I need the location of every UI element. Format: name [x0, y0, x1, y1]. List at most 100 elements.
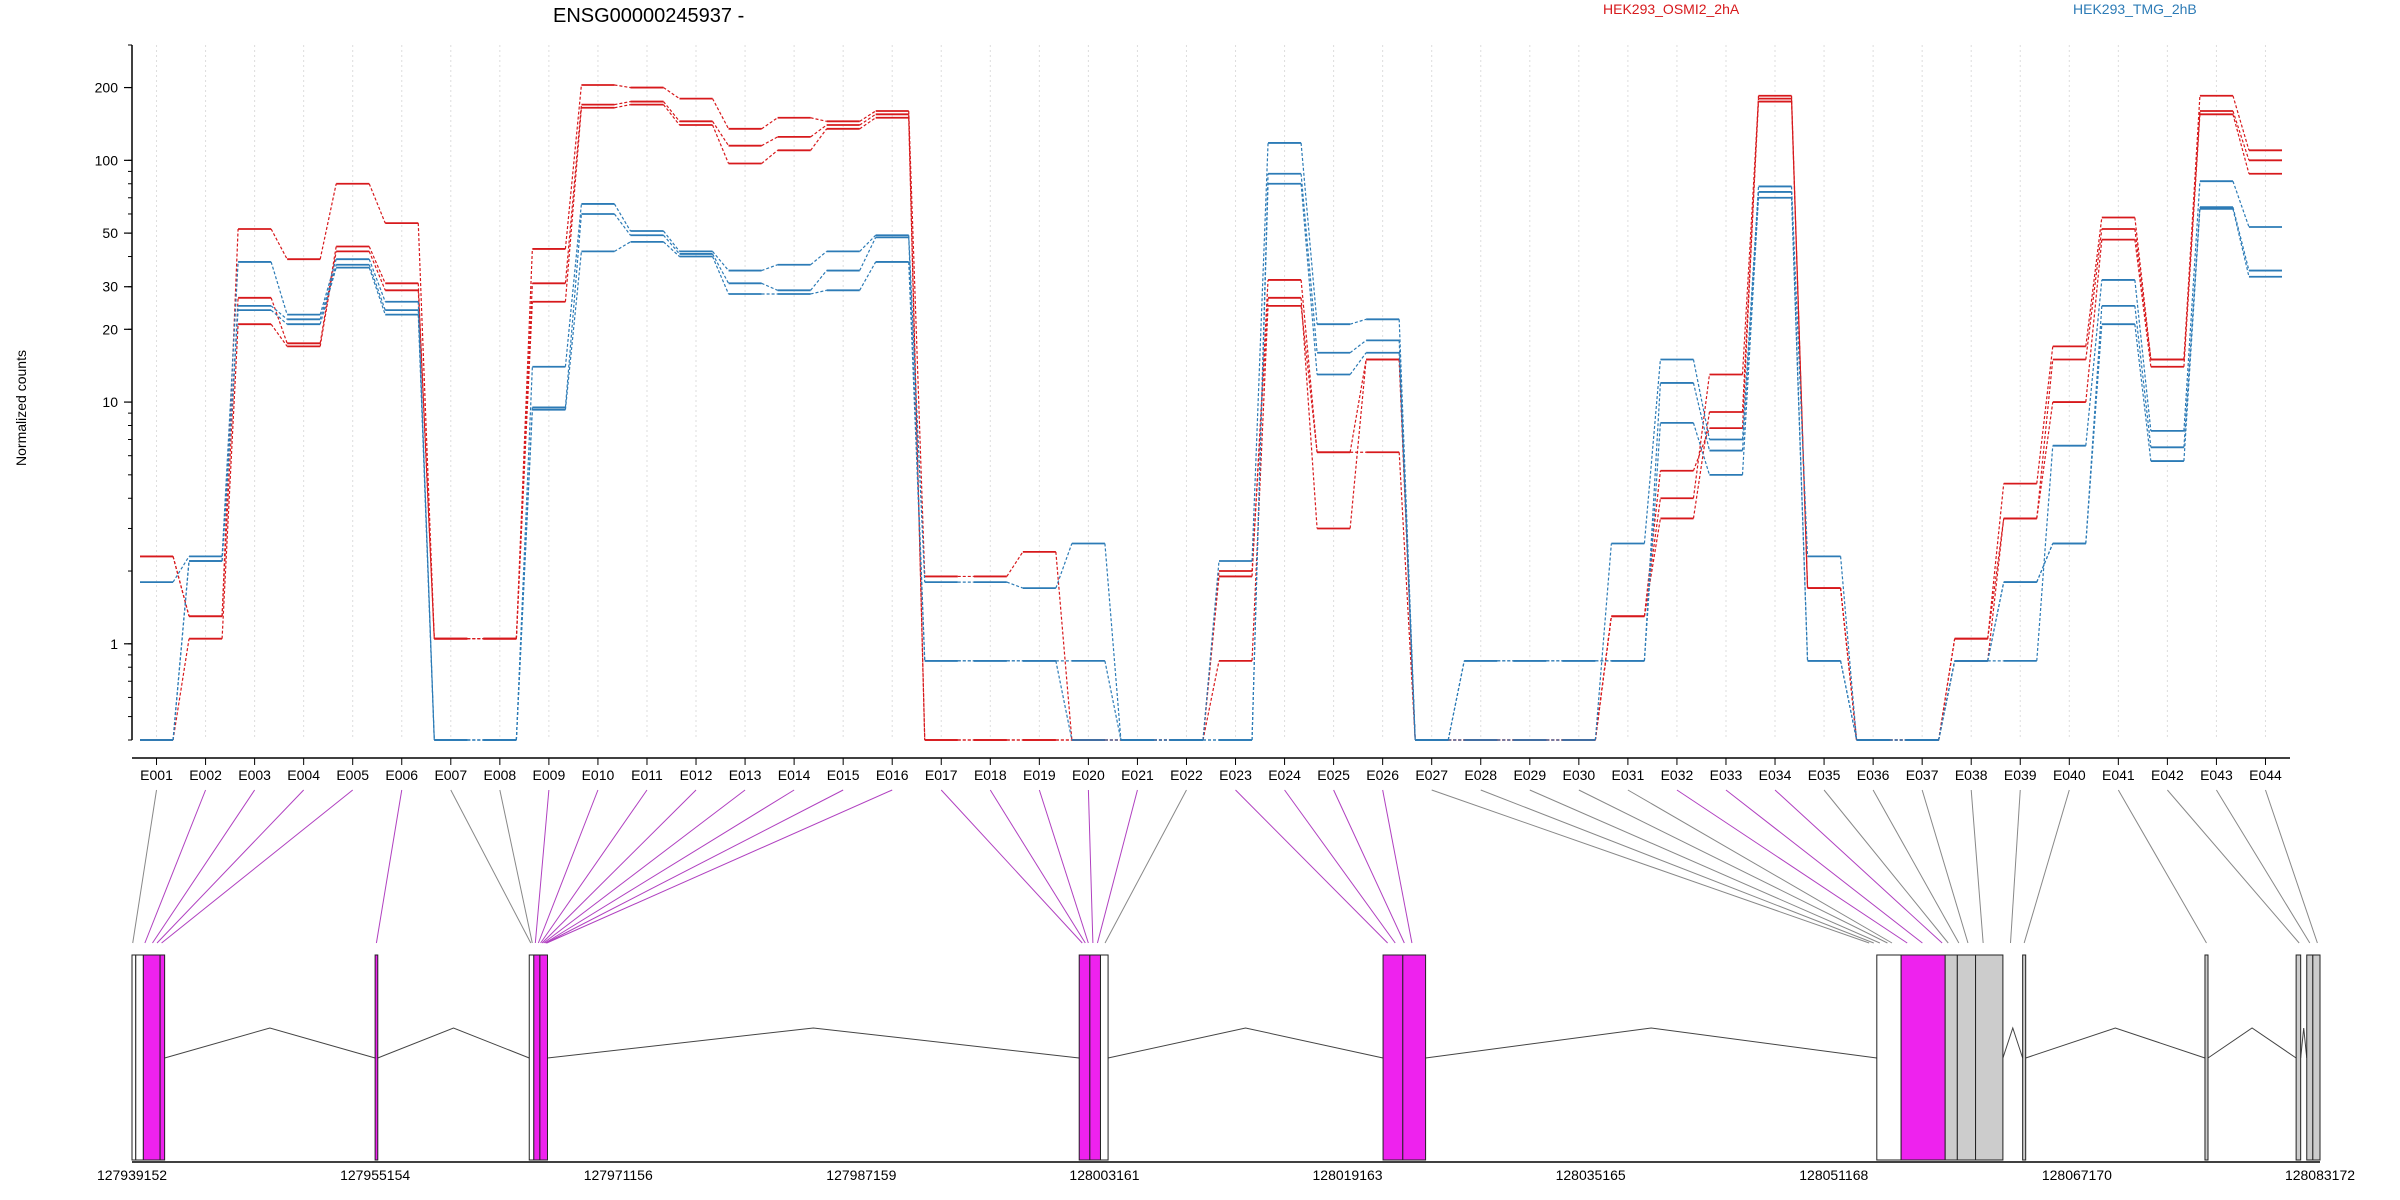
y-tick-label: 200 [95, 80, 119, 96]
series-connector [2134, 217, 2152, 360]
series-connector [2036, 401, 2054, 519]
series-connector [172, 556, 190, 617]
series-connector [1643, 518, 1662, 617]
series-connector [1790, 186, 1809, 557]
intron-line [2300, 1027, 2308, 1059]
series-connector [1349, 359, 1367, 453]
exon-connector-line [2216, 789, 2311, 944]
series-connector [1790, 98, 1809, 589]
series-connector [711, 124, 730, 164]
series-connector [810, 128, 828, 151]
series-connector [417, 290, 435, 639]
x-tick-label: E010 [582, 767, 615, 783]
series-connector [663, 101, 680, 122]
series-connector [859, 113, 877, 126]
exon-connector-line [450, 789, 532, 944]
genomic-tick-label: 128019163 [1313, 1167, 1383, 1183]
x-tick-label: E039 [2004, 767, 2037, 783]
exon-connector-line [534, 789, 550, 944]
exon-block [2306, 954, 2314, 1161]
series-connector [908, 235, 926, 583]
series-connector [1447, 660, 1465, 741]
exon-connector-line [161, 789, 354, 944]
exon-block [528, 954, 535, 1161]
series-connector [1300, 142, 1318, 325]
exon-connector-line [1431, 789, 1870, 944]
series-connector [1692, 374, 1711, 499]
y-tick-label: 20 [102, 321, 118, 337]
exon-block [1382, 954, 1404, 1161]
series-connector [859, 234, 877, 252]
genomic-tick-label: 127955154 [340, 1167, 410, 1183]
x-tick-label: E007 [434, 767, 467, 783]
exon-connector-line [2010, 789, 2021, 944]
series-connector [2183, 114, 2201, 367]
series-connector [270, 261, 288, 315]
exon-block [1900, 954, 1946, 1161]
series-connector [859, 261, 877, 291]
exon-connector-line [375, 789, 403, 944]
series-connector [1300, 297, 1318, 529]
x-tick-label: E033 [1710, 767, 1743, 783]
series-connector [515, 409, 533, 741]
x-tick-label: E015 [827, 767, 860, 783]
exon-connector-line [2023, 789, 2070, 944]
intron-line [1425, 1027, 1877, 1059]
grid-lines [156, 45, 2266, 740]
series-connector [1643, 422, 1662, 661]
series-connector [221, 261, 239, 557]
intron-line [2025, 1027, 2206, 1059]
exon-connector-line [540, 789, 648, 944]
exon-block [1876, 954, 1902, 1161]
series-connector [1055, 551, 1073, 741]
y-tick-label: 100 [95, 152, 119, 168]
series-connector [2085, 279, 2103, 446]
series-connector [712, 253, 730, 284]
series-connector [2036, 346, 2054, 484]
x-tick-label: E009 [533, 767, 566, 783]
series-connector [761, 149, 778, 164]
genomic-tick-label: 128051168 [1799, 1167, 1868, 1183]
x-axis: E001 E002 E003 E004 E005 E006 E007 E008 E009 E010… [132, 757, 2290, 783]
exon-connector-line [546, 789, 893, 944]
series-connector [810, 117, 827, 122]
exon-connector-line [1284, 789, 1396, 944]
series-connector [1055, 543, 1073, 589]
exon-block [159, 954, 166, 1161]
series-connector [368, 258, 386, 302]
x-tick-label: E026 [1366, 767, 1399, 783]
exon-block [1089, 954, 1101, 1161]
series-connector [1398, 452, 1416, 741]
exon-connector-line [537, 789, 599, 944]
x-tick-label: E029 [1513, 767, 1546, 783]
legend-item-osmi2: HEK293_OSMI2_2hA [1603, 1, 1740, 17]
series-connector [1790, 197, 1809, 661]
series-connector [1741, 191, 1760, 451]
series-connector [1692, 382, 1711, 451]
exon-connector-line [940, 789, 1083, 944]
exon-block [2295, 954, 2302, 1161]
intron-line [2002, 1026, 2024, 1059]
series-connector [859, 237, 877, 271]
x-tick-label: E028 [1464, 767, 1497, 783]
series-connector [859, 117, 877, 130]
series-connector [1840, 660, 1858, 741]
series-connector [1987, 518, 2005, 661]
intron-line [164, 1027, 376, 1059]
exon-block [533, 954, 541, 1161]
series-connector [1104, 543, 1122, 741]
series-connector [2085, 324, 2103, 544]
exon-connector-line [152, 789, 256, 944]
series-connector [1300, 305, 1318, 453]
exon-connector-line [1235, 789, 1388, 944]
series-connector [1839, 588, 1858, 741]
series-connector [1202, 560, 1220, 741]
series-connector [368, 246, 386, 284]
x-tick-label: E005 [336, 767, 369, 783]
x-tick-label: E002 [189, 767, 222, 783]
series-connector [2232, 208, 2250, 277]
intron-line [2207, 1027, 2297, 1059]
exon-connector-line [1578, 789, 1888, 944]
series-connector [1938, 638, 1956, 741]
